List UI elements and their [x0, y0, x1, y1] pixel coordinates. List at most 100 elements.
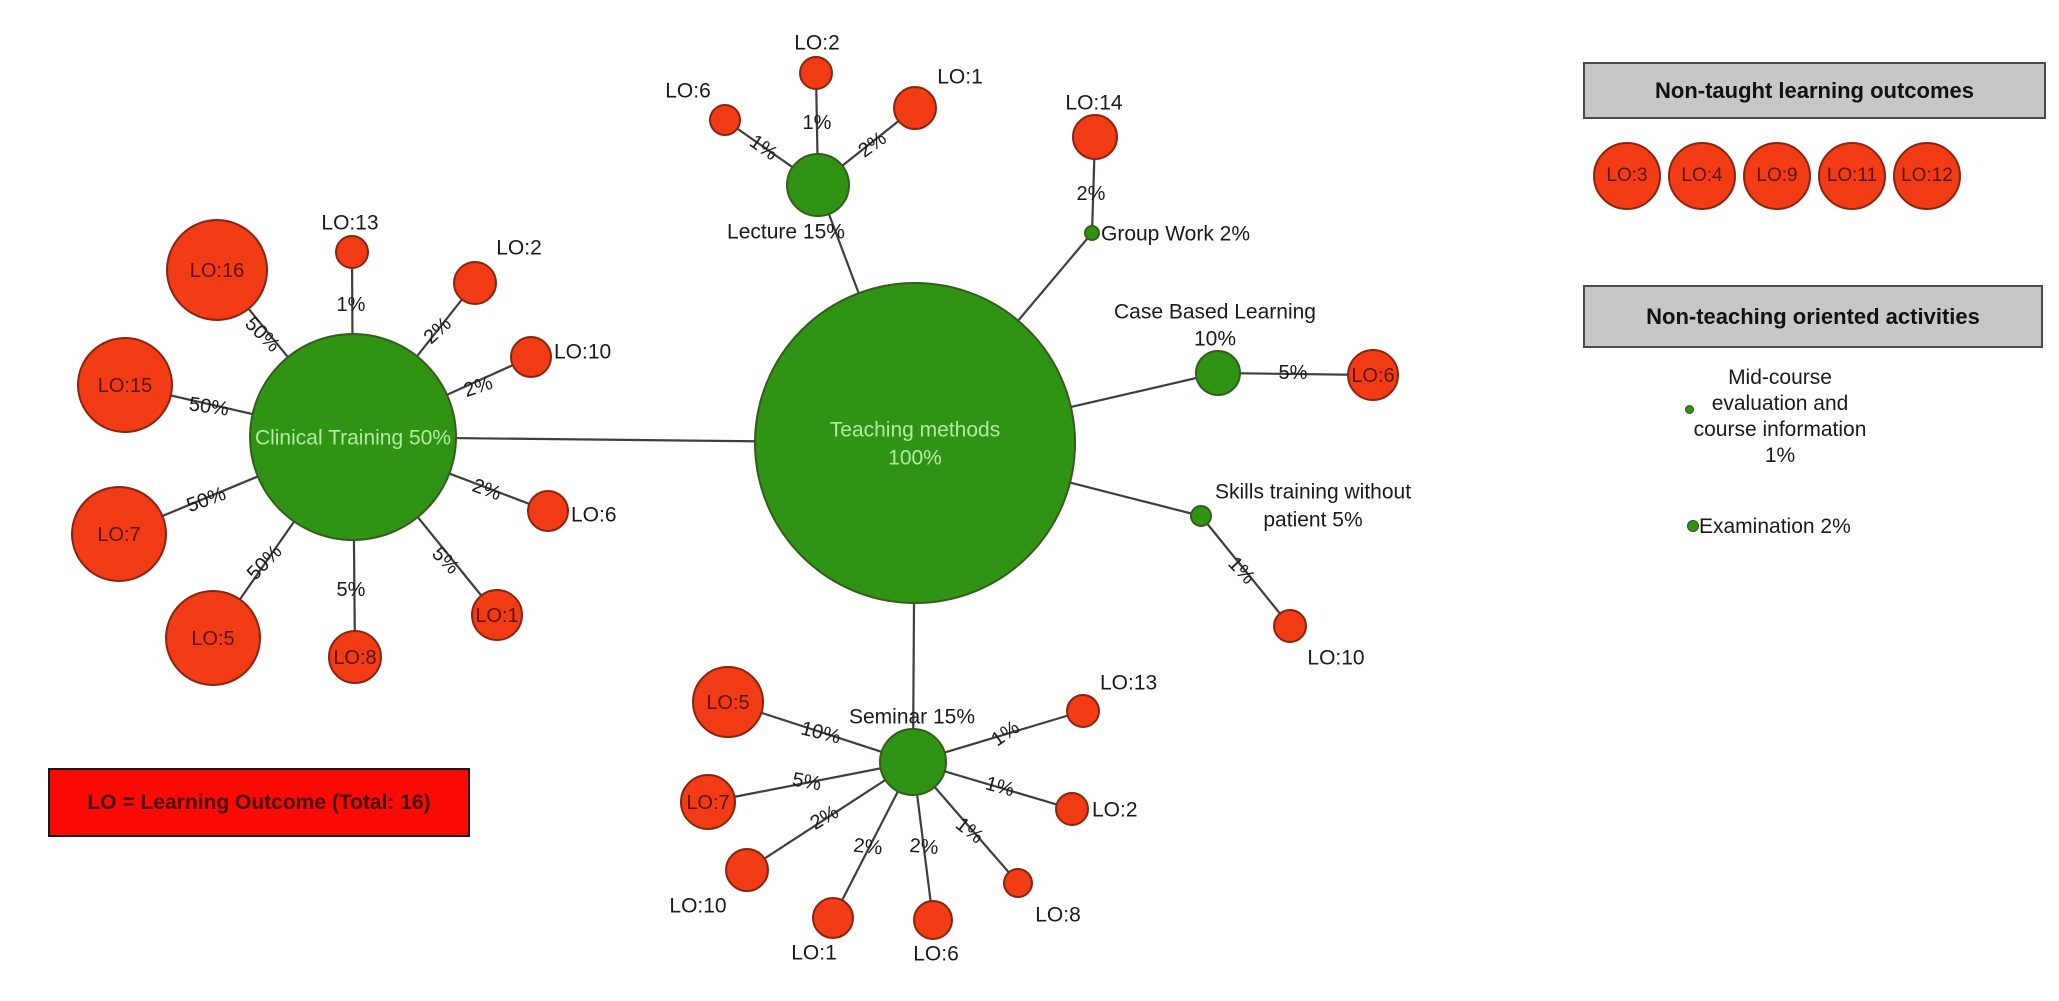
- node-label-lecture: Lecture 15%: [727, 220, 845, 243]
- lo-note-box: LO = Learning Outcome (Total: 16): [48, 768, 470, 837]
- pct-label-clinical--clin-lo16: 50%: [240, 313, 284, 357]
- pct-label-seminar--sem-lo1: 2%: [852, 835, 883, 860]
- node-clin-lo5: [165, 590, 261, 686]
- node-label-teaching: 100%: [888, 446, 942, 469]
- node-teaching: [754, 282, 1076, 604]
- edge-skills-training--skills-lo10: [1200, 515, 1291, 627]
- node-label-lect-lo6: LO:6: [665, 79, 711, 102]
- pct-label-seminar--sem-lo6: 2%: [909, 835, 940, 859]
- node-label-sem-lo7: LO:7: [686, 792, 729, 814]
- examination-dot-icon: [1687, 520, 1699, 532]
- node-clin-lo7: [71, 486, 167, 582]
- pct-label-seminar--sem-lo10: 2%: [806, 801, 842, 835]
- node-skills-training: [1190, 505, 1212, 527]
- legend-lo-circle: LO:3: [1593, 142, 1661, 210]
- node-sem-lo1: [812, 897, 854, 939]
- node-label-skills-training: Skills training without: [1215, 480, 1411, 503]
- lo-note-text: LO = Learning Outcome (Total: 16): [87, 790, 431, 814]
- node-lecture: [786, 153, 850, 217]
- legend-lo-circle: LO:12: [1893, 142, 1961, 210]
- non-teaching-title-text: Non-teaching oriented activities: [1646, 303, 1980, 329]
- node-label-clin-lo1: LO:1: [475, 605, 518, 627]
- node-label-clin-lo7: LO:7: [97, 524, 140, 546]
- node-label-sem-lo13: LO:13: [1100, 671, 1157, 694]
- node-label-sem-lo6: LO:6: [913, 942, 959, 965]
- node-label-skills-lo10: LO:10: [1307, 646, 1364, 669]
- node-label-clin-lo6: LO:6: [571, 503, 617, 526]
- node-label-sem-lo10: LO:10: [669, 894, 726, 917]
- node-label-lect-lo2: LO:2: [794, 31, 840, 54]
- pct-label-seminar--sem-lo2: 1%: [983, 773, 1017, 802]
- pct-label-clinical--clin-lo5: 50%: [243, 541, 287, 585]
- pct-label-clinical--clin-lo10: 2%: [461, 372, 495, 402]
- node-label-case-based-learning: Case Based Learning: [1114, 300, 1316, 323]
- node-lect-lo6: [709, 104, 741, 136]
- pct-label-clinical--clin-lo13: 1%: [337, 294, 366, 316]
- examination-label: Examination 2%: [1699, 515, 1851, 538]
- node-label-clin-lo15: LO:15: [98, 375, 152, 397]
- legend-lo-label: LO:3: [1606, 165, 1648, 186]
- node-label-cbl-lo6: LO:6: [1351, 365, 1394, 387]
- node-label-skills-training: patient 5%: [1263, 508, 1362, 531]
- node-group-work: [1084, 225, 1100, 241]
- mid-course-line: Mid-course: [1728, 366, 1832, 389]
- node-sem-lo10: [725, 848, 769, 892]
- non-taught-circles: LO:3 LO:4 LO:9 LO:11 LO:12: [1593, 142, 1961, 210]
- node-clin-lo6: [527, 490, 569, 532]
- legend-lo-label: LO:9: [1756, 165, 1798, 186]
- node-label-seminar: Seminar 15%: [849, 705, 975, 728]
- node-case-based-learning: [1195, 350, 1241, 396]
- pct-label-clinical--clin-lo15: 50%: [188, 393, 231, 420]
- node-label-clin-lo16: LO:16: [190, 260, 244, 282]
- node-sem-lo2: [1055, 792, 1089, 826]
- mid-course-label: Mid-course evaluation and course informa…: [1660, 365, 1900, 469]
- node-label-group-work: Group Work 2%: [1101, 222, 1250, 245]
- node-cbl-lo6: [1347, 349, 1399, 401]
- node-gw-lo14: [1072, 114, 1118, 160]
- node-clin-lo15: [77, 337, 173, 433]
- mid-course-line: 1%: [1764, 444, 1796, 467]
- node-label-sem-lo2: LO:2: [1092, 798, 1138, 821]
- pct-label-seminar--sem-lo13: 1%: [987, 716, 1023, 751]
- legend-lo-label: LO:12: [1901, 165, 1953, 186]
- pct-label-group-work--gw-lo14: 2%: [1077, 183, 1106, 205]
- pct-label-clinical--clin-lo6: 2%: [469, 475, 504, 506]
- node-seminar: [879, 728, 947, 796]
- node-label-clinical: Clinical Training 50%: [255, 426, 451, 449]
- node-lect-lo2: [799, 56, 833, 90]
- node-lect-lo1: [893, 86, 937, 130]
- pct-label-lecture--lect-lo2: 1%: [803, 112, 832, 134]
- node-sem-lo5: [692, 666, 764, 738]
- node-label-teaching: Teaching methods: [830, 418, 1000, 441]
- node-clin-lo10: [510, 336, 552, 378]
- mid-course-line: evaluation and: [1711, 392, 1849, 415]
- legend-lo-label: LO:4: [1681, 165, 1723, 186]
- node-label-sem-lo1: LO:1: [791, 941, 837, 964]
- edge-seminar--sem-lo7: [707, 760, 914, 804]
- non-taught-title-text: Non-taught learning outcomes: [1655, 77, 1974, 103]
- legend-lo-circle: LO:4: [1668, 142, 1736, 210]
- node-sem-lo8: [1003, 868, 1033, 898]
- node-skills-lo10: [1273, 609, 1307, 643]
- node-label-clin-lo2: LO:2: [496, 236, 542, 259]
- legend-lo-label: LO:11: [1826, 165, 1878, 186]
- node-label-sem-lo5: LO:5: [706, 692, 749, 714]
- node-clin-lo1: [471, 589, 523, 641]
- pct-label-seminar--sem-lo7: 5%: [791, 769, 824, 796]
- legend-lo-circle: LO:11: [1818, 142, 1886, 210]
- legend-lo-circle: LO:9: [1743, 142, 1811, 210]
- mid-course-line: course information: [1693, 418, 1867, 441]
- node-label-clin-lo13: LO:13: [321, 211, 378, 234]
- node-label-clin-lo10: LO:10: [554, 340, 611, 363]
- pct-label-seminar--sem-lo5: 10%: [799, 717, 843, 748]
- node-label-case-based-learning: 10%: [1194, 327, 1236, 350]
- node-label-lect-lo1: LO:1: [937, 65, 983, 88]
- pct-label-case-based-learning--cbl-lo6: 5%: [1279, 362, 1308, 384]
- node-label-gw-lo14: LO:14: [1065, 91, 1123, 114]
- non-teaching-panel-title: Non-teaching oriented activities: [1583, 285, 2043, 348]
- mid-course-dot-icon: [1685, 405, 1694, 414]
- node-label-clin-lo5: LO:5: [191, 628, 234, 650]
- pct-label-clinical--clin-lo7: 50%: [184, 483, 229, 517]
